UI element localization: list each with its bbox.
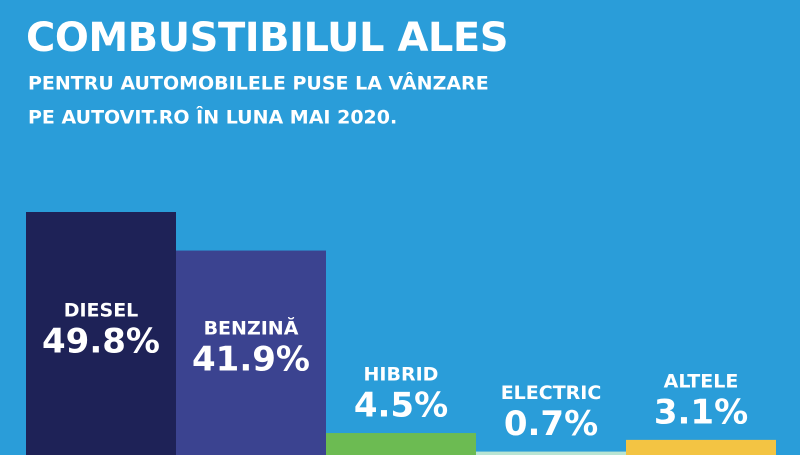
category-label: ALTELE — [664, 370, 739, 392]
bar — [626, 439, 776, 455]
value-label: 0.7% — [504, 404, 598, 444]
value-label: 41.9% — [192, 339, 310, 379]
category-label: ELECTRIC — [501, 382, 602, 404]
bar — [326, 433, 476, 455]
category-label: HIBRID — [364, 364, 439, 386]
bar — [26, 212, 176, 455]
chart-title: COMBUSTIBILUL ALES — [26, 15, 508, 61]
category-label: BENZINĂ — [204, 315, 299, 339]
value-label: 4.5% — [354, 386, 448, 426]
bar — [476, 451, 626, 455]
subtitle: PENTRU AUTOMOBILELE PUSE LA VÂNZARE — [28, 72, 489, 95]
bar — [176, 250, 326, 455]
subtitle: PE AUTOVIT.RO ÎN LUNA MAI 2020. — [28, 106, 397, 129]
value-label: 49.8% — [42, 322, 160, 362]
category-label: DIESEL — [64, 300, 139, 322]
value-label: 3.1% — [654, 392, 748, 432]
